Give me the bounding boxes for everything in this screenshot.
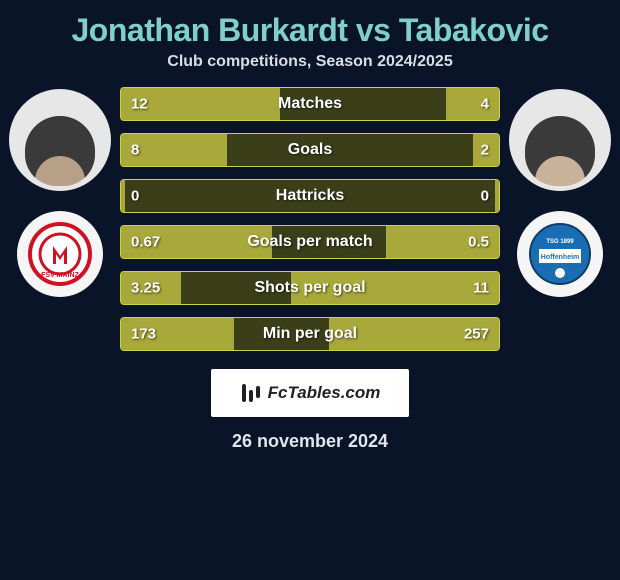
fill-left: [121, 180, 125, 212]
value-right: 2: [481, 142, 489, 159]
value-right: 0: [481, 188, 489, 205]
stat-bar-goals: 8 2 Goals: [120, 133, 500, 167]
stats-panel: 12 4 Matches 8 2 Goals 0 0 Hattricks 0.67 0.5 Goals…: [120, 83, 500, 355]
value-left: 0.67: [131, 234, 160, 251]
stat-bar-goals-per-match: 0.67 0.5 Goals per match: [120, 225, 500, 259]
stat-label: Hattricks: [276, 187, 344, 205]
svg-text:FSV MAINZ: FSV MAINZ: [41, 272, 79, 279]
page-title: Jonathan Burkardt vs Tabakovic: [0, 0, 620, 51]
value-right: 4: [481, 96, 489, 113]
value-left: 173: [131, 326, 156, 343]
date-label: 26 november 2024: [0, 417, 620, 466]
stat-bar-min-per-goal: 173 257 Min per goal: [120, 317, 500, 351]
value-right: 0.5: [468, 234, 489, 251]
stat-bar-matches: 12 4 Matches: [120, 87, 500, 121]
value-left: 8: [131, 142, 139, 159]
value-left: 3.25: [131, 280, 160, 297]
stat-bar-shots-per-goal: 3.25 11 Shots per goal: [120, 271, 500, 305]
hoffenheim-crest-icon: Hoffenheim TSG 1899: [525, 219, 595, 289]
fill-right: [446, 88, 499, 120]
fctables-logo-icon: [240, 382, 262, 404]
club-left-badge: FSV MAINZ: [17, 211, 103, 297]
subtitle: Club competitions, Season 2024/2025: [0, 51, 620, 83]
svg-text:Hoffenheim: Hoffenheim: [541, 254, 580, 261]
stat-label: Shots per goal: [254, 279, 365, 297]
value-left: 0: [131, 188, 139, 205]
mainz-crest-icon: FSV MAINZ: [25, 219, 95, 289]
value-right: 11: [473, 280, 489, 297]
right-column: Hoffenheim TSG 1899: [500, 83, 620, 297]
stat-label: Goals: [288, 141, 332, 159]
brand-badge: FcTables.com: [211, 369, 409, 417]
left-column: FSV MAINZ: [0, 83, 120, 297]
club-right-badge: Hoffenheim TSG 1899: [517, 211, 603, 297]
svg-text:TSG 1899: TSG 1899: [546, 239, 574, 245]
value-left: 12: [131, 96, 148, 113]
stat-label: Matches: [278, 95, 342, 113]
player-left-avatar: [9, 89, 111, 191]
player-right-avatar: [509, 89, 611, 191]
stat-bar-hattricks: 0 0 Hattricks: [120, 179, 500, 213]
brand-text: FcTables.com: [268, 383, 381, 403]
fill-right: [495, 180, 499, 212]
stat-label: Goals per match: [247, 233, 372, 251]
stat-label: Min per goal: [263, 325, 357, 343]
value-right: 257: [464, 326, 489, 343]
